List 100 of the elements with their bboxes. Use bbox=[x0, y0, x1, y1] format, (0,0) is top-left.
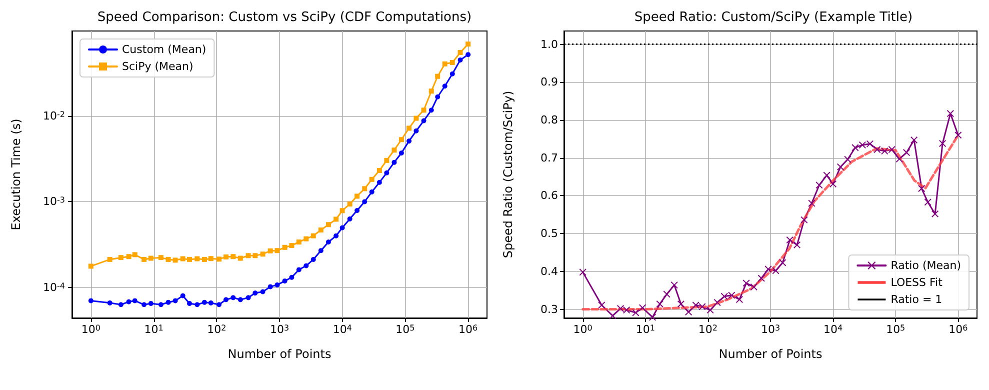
point bbox=[406, 126, 412, 131]
point bbox=[334, 216, 339, 222]
chart-title: Speed Comparison: Custom vs SciPy (CDF Computations) bbox=[97, 10, 472, 25]
point bbox=[896, 155, 903, 162]
point bbox=[728, 292, 736, 299]
point bbox=[158, 255, 164, 260]
point bbox=[656, 300, 664, 308]
point bbox=[340, 225, 345, 230]
point bbox=[202, 300, 207, 305]
point bbox=[216, 256, 222, 262]
point bbox=[246, 253, 251, 258]
point bbox=[208, 256, 214, 262]
point bbox=[354, 208, 360, 213]
point bbox=[252, 253, 258, 258]
point bbox=[435, 74, 440, 79]
point bbox=[392, 148, 397, 153]
point bbox=[172, 258, 178, 263]
y-tick-label: 0.5 bbox=[540, 227, 558, 240]
point bbox=[180, 293, 186, 298]
point bbox=[816, 182, 823, 189]
point bbox=[932, 210, 939, 218]
point bbox=[384, 170, 390, 176]
point bbox=[750, 283, 758, 290]
y-tick-label: 0.4 bbox=[540, 264, 558, 278]
point bbox=[318, 227, 324, 232]
point bbox=[466, 52, 471, 58]
point bbox=[260, 252, 266, 257]
point bbox=[158, 302, 164, 308]
point bbox=[663, 290, 670, 298]
point bbox=[172, 298, 178, 304]
legend-label: Ratio (Mean) bbox=[890, 259, 962, 272]
y-tick-label: 0.7 bbox=[540, 151, 558, 164]
point bbox=[194, 256, 200, 262]
point bbox=[450, 71, 455, 76]
point bbox=[808, 200, 816, 207]
point bbox=[946, 110, 954, 118]
point bbox=[142, 256, 147, 262]
point bbox=[230, 295, 236, 300]
point bbox=[830, 180, 836, 188]
point bbox=[918, 185, 926, 192]
point bbox=[692, 302, 700, 309]
legend-label: Ratio = 1 bbox=[890, 293, 942, 306]
point bbox=[246, 295, 251, 300]
point bbox=[238, 256, 243, 261]
point bbox=[347, 202, 352, 207]
point bbox=[282, 244, 288, 250]
legend-label: SciPy (Mean) bbox=[122, 60, 194, 73]
point bbox=[310, 256, 316, 262]
point bbox=[187, 256, 192, 262]
point bbox=[202, 256, 207, 262]
point bbox=[166, 256, 171, 262]
point bbox=[903, 149, 910, 156]
y-tick-label: 1.0 bbox=[540, 38, 558, 51]
point bbox=[166, 300, 171, 305]
point bbox=[369, 176, 374, 182]
point bbox=[398, 137, 404, 142]
point bbox=[142, 302, 147, 308]
point bbox=[354, 194, 360, 199]
point bbox=[274, 282, 280, 288]
point bbox=[224, 254, 229, 260]
point bbox=[414, 128, 419, 134]
point bbox=[326, 222, 331, 228]
point bbox=[458, 50, 463, 56]
point bbox=[786, 236, 794, 244]
point bbox=[844, 156, 852, 163]
point bbox=[466, 42, 471, 47]
y-tick-label: 0.3 bbox=[540, 302, 558, 316]
point bbox=[442, 61, 448, 66]
point bbox=[362, 199, 368, 204]
point bbox=[910, 136, 918, 144]
point bbox=[208, 300, 214, 306]
point bbox=[310, 233, 316, 238]
point bbox=[939, 140, 946, 147]
legend-label: LOESS Fit bbox=[890, 276, 944, 289]
point bbox=[289, 243, 294, 248]
point bbox=[268, 284, 273, 290]
point bbox=[180, 256, 186, 262]
point bbox=[274, 248, 280, 254]
point bbox=[362, 186, 368, 192]
point bbox=[282, 278, 288, 284]
point bbox=[252, 290, 258, 296]
point bbox=[706, 306, 714, 314]
point bbox=[187, 300, 192, 306]
point bbox=[677, 300, 684, 308]
point bbox=[685, 308, 692, 316]
point bbox=[888, 146, 896, 154]
chart-title: Speed Ratio: Custom/SciPy (Example Title) bbox=[634, 10, 913, 25]
point bbox=[428, 108, 434, 113]
point bbox=[450, 60, 455, 66]
y-tick-label: 0.8 bbox=[540, 113, 558, 126]
point bbox=[392, 160, 397, 165]
y-tick-label: 0.6 bbox=[540, 189, 558, 202]
x-axis-title: Number of Points bbox=[718, 347, 822, 361]
point bbox=[376, 180, 382, 185]
y-axis-title: Speed Ratio (Custom/SciPy) bbox=[501, 90, 515, 258]
point bbox=[260, 289, 266, 294]
point bbox=[268, 248, 273, 254]
point bbox=[376, 168, 382, 174]
point bbox=[340, 208, 345, 214]
point bbox=[304, 263, 309, 268]
